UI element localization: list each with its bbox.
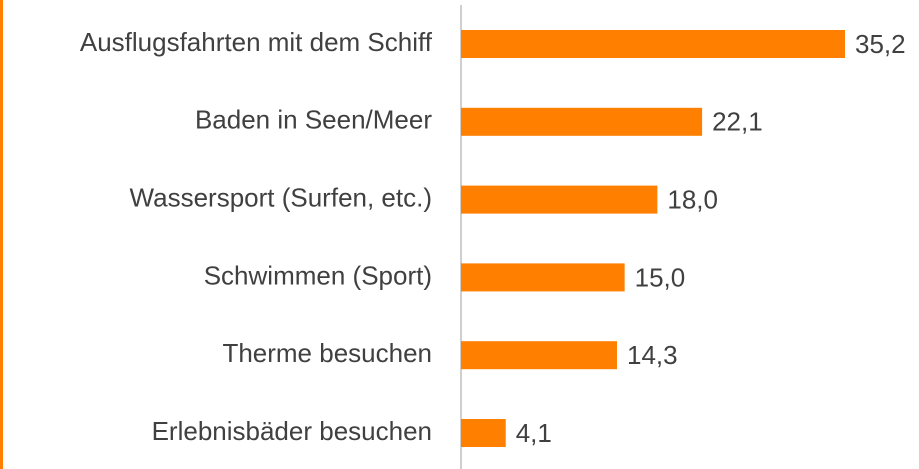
value-label: 15,0 <box>635 262 686 292</box>
category-label: Wassersport (Surfen, etc.) <box>130 182 432 212</box>
category-label: Therme besuchen <box>222 338 432 368</box>
category-label: Schwimmen (Sport) <box>204 260 432 290</box>
value-label: 18,0 <box>667 184 718 214</box>
value-label: 35,2 <box>855 29 906 59</box>
bar <box>461 341 617 370</box>
value-label: 14,3 <box>627 340 678 370</box>
bar <box>461 30 845 58</box>
bar <box>461 185 658 214</box>
bar <box>461 263 625 292</box>
category-label: Erlebnisbäder besuchen <box>152 416 432 446</box>
value-label: 4,1 <box>516 418 552 448</box>
category-label: Ausflugsfahrten mit dem Schiff <box>80 27 433 57</box>
value-label: 22,1 <box>712 107 763 137</box>
edge-accent <box>0 0 3 469</box>
bar <box>461 107 703 136</box>
category-label: Baden in Seen/Meer <box>195 105 432 135</box>
bar <box>461 419 506 447</box>
